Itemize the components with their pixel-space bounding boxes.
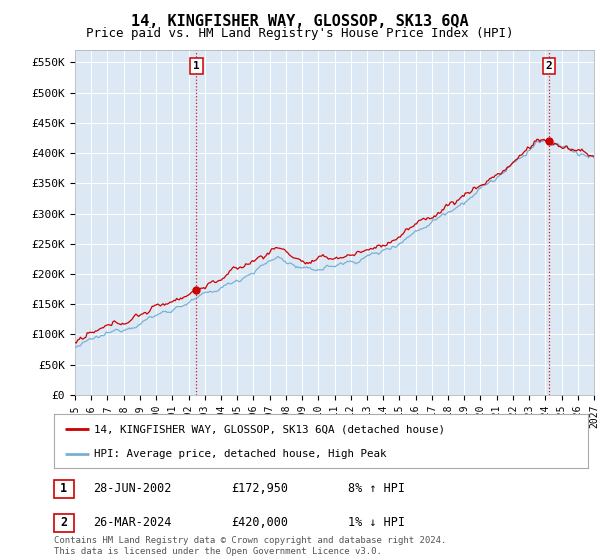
Text: 26-MAR-2024: 26-MAR-2024 <box>93 516 172 529</box>
Text: 14, KINGFISHER WAY, GLOSSOP, SK13 6QA (detached house): 14, KINGFISHER WAY, GLOSSOP, SK13 6QA (d… <box>94 424 445 435</box>
Text: 14, KINGFISHER WAY, GLOSSOP, SK13 6QA: 14, KINGFISHER WAY, GLOSSOP, SK13 6QA <box>131 14 469 29</box>
Text: 1: 1 <box>61 482 67 496</box>
Text: £420,000: £420,000 <box>231 516 288 529</box>
Text: HPI: Average price, detached house, High Peak: HPI: Average price, detached house, High… <box>94 449 386 459</box>
Text: 28-JUN-2002: 28-JUN-2002 <box>93 482 172 496</box>
Text: Contains HM Land Registry data © Crown copyright and database right 2024.
This d: Contains HM Land Registry data © Crown c… <box>54 536 446 556</box>
Text: £172,950: £172,950 <box>231 482 288 496</box>
Text: 2: 2 <box>61 516 67 529</box>
Text: 1% ↓ HPI: 1% ↓ HPI <box>348 516 405 529</box>
Text: 2: 2 <box>545 60 553 71</box>
Text: 8% ↑ HPI: 8% ↑ HPI <box>348 482 405 496</box>
Text: Price paid vs. HM Land Registry's House Price Index (HPI): Price paid vs. HM Land Registry's House … <box>86 27 514 40</box>
Text: 1: 1 <box>193 60 200 71</box>
